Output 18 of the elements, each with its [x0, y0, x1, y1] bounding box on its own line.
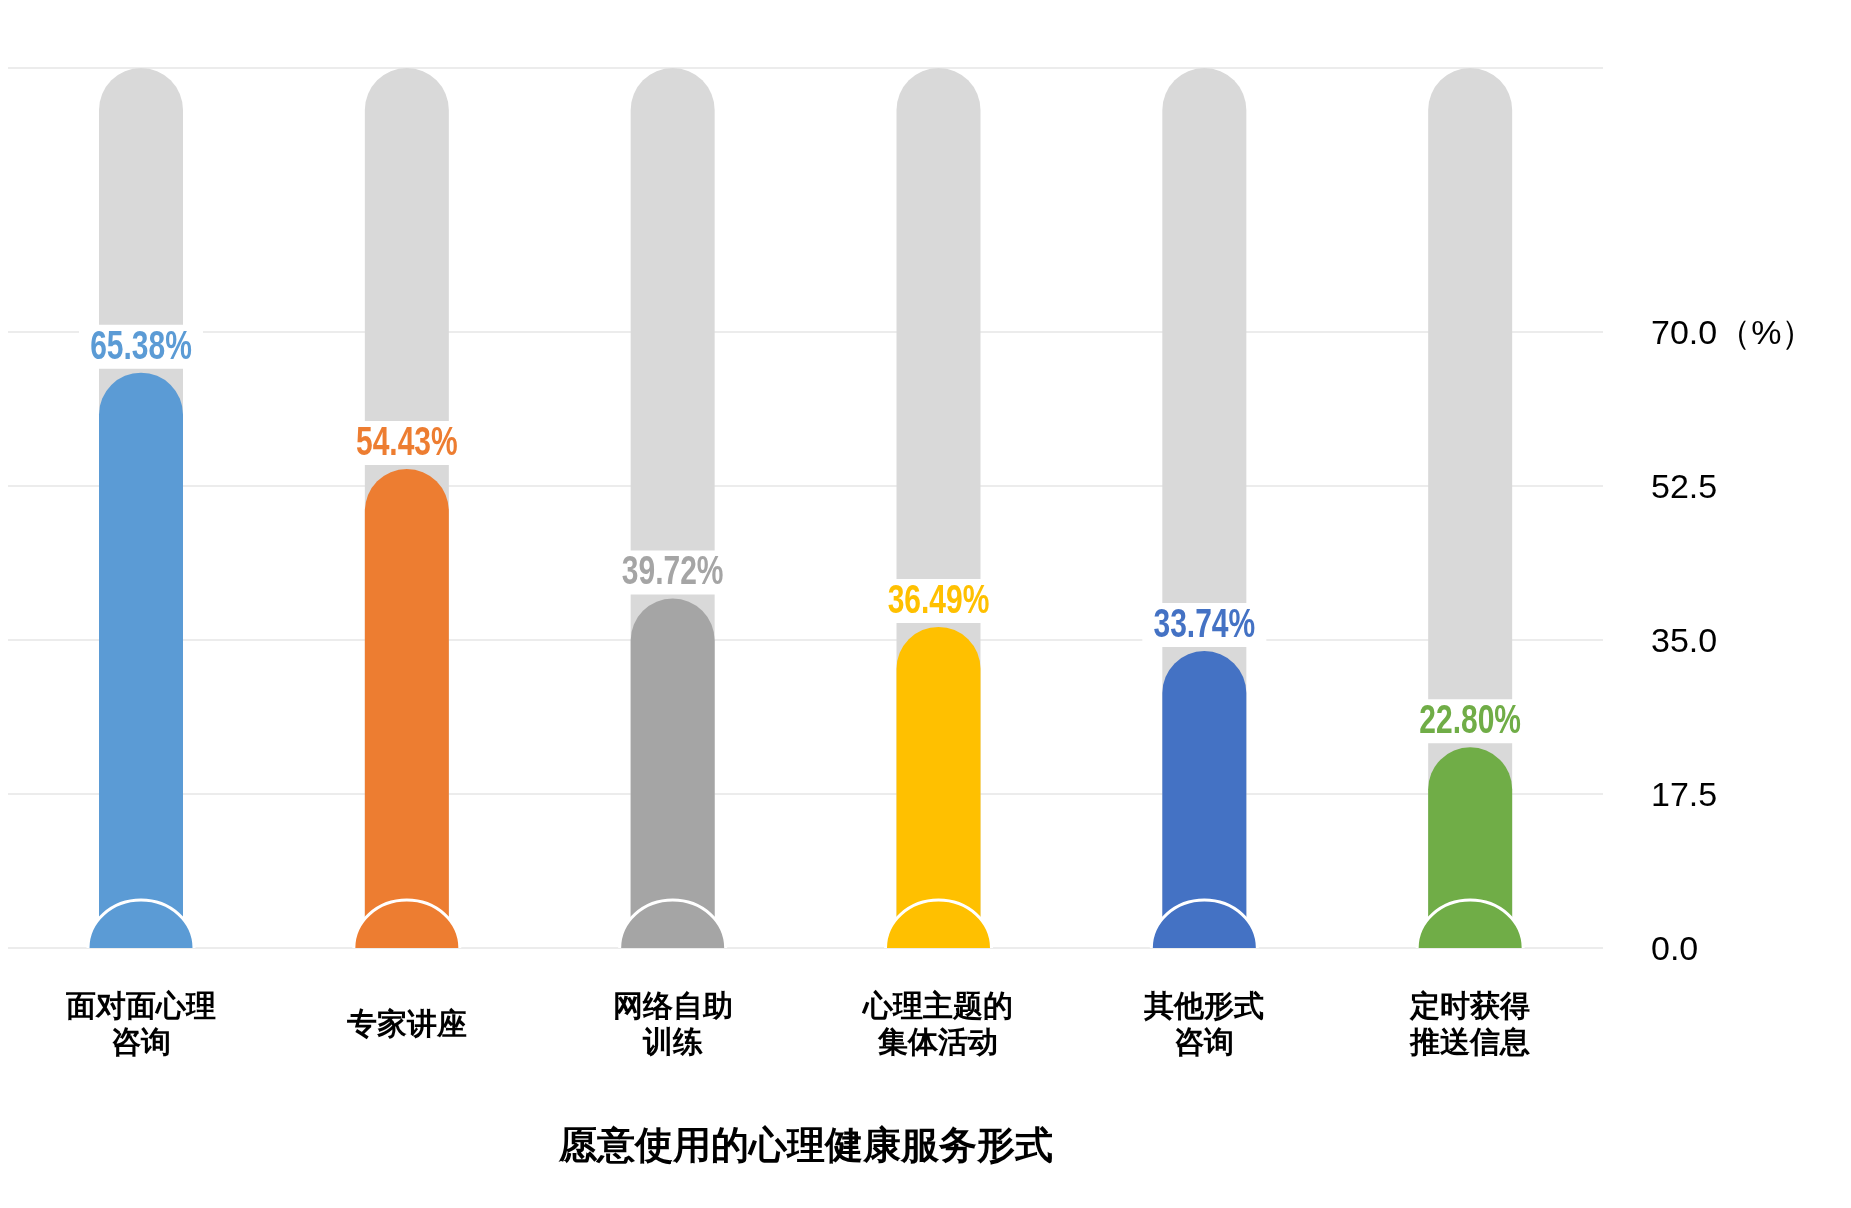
y-tick-label: 70.0（%）: [1651, 313, 1816, 351]
data-label: 65.38%: [90, 322, 192, 367]
x-tick-label: 专家讲座: [345, 1006, 467, 1041]
y-tick-label: 17.5: [1651, 775, 1718, 813]
y-tick-label: 35.0: [1651, 621, 1718, 659]
data-label: 33.74%: [1153, 600, 1256, 646]
x-tick-label: 心理主题的集体活动: [861, 988, 1014, 1059]
x-tick-label: 定时获得推送信息: [1409, 988, 1531, 1059]
y-tick-label: 52.5: [1651, 467, 1718, 505]
x-tick-label: 网络自助训练: [612, 988, 733, 1059]
x-tick-label: 面对面心理咨询: [65, 988, 216, 1059]
y-tick-label: 0.0: [1651, 929, 1699, 967]
data-label: 39.72%: [621, 548, 724, 593]
x-tick-label: 其他形式咨询: [1143, 988, 1265, 1059]
data-label: 22.80%: [1419, 697, 1522, 742]
x-axis-title: 愿意使用的心理健康服务形式: [557, 1122, 1053, 1167]
data-label: 54.43%: [355, 418, 458, 463]
data-label: 36.49%: [887, 576, 990, 621]
